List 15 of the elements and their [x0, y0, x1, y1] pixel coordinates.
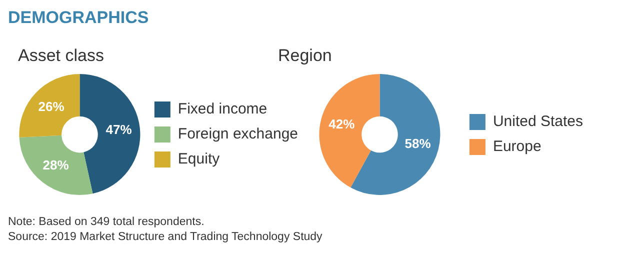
chart-title: DEMOGRAPHICS	[8, 8, 149, 28]
legend-label: United States	[492, 113, 584, 130]
source-note: Source: 2019 Market Structure and Trading Technology Study	[8, 230, 322, 245]
data-label: 42%	[328, 116, 356, 132]
data-label: 28%	[42, 157, 70, 172]
legend-label: Europe	[492, 138, 542, 156]
legend-label: Foreign exchange	[178, 126, 298, 143]
chart-title: Region	[278, 46, 332, 66]
data-label: 26%	[38, 98, 65, 114]
legend-label: Fixed income	[178, 100, 268, 118]
text: Note: Based on 349 total respondents.	[8, 215, 206, 230]
legend-label: Equity	[178, 150, 220, 168]
chart-subtitle: Asset class	[18, 46, 104, 66]
data-label: 47%	[106, 122, 132, 137]
data-label: 58%	[404, 136, 432, 151]
